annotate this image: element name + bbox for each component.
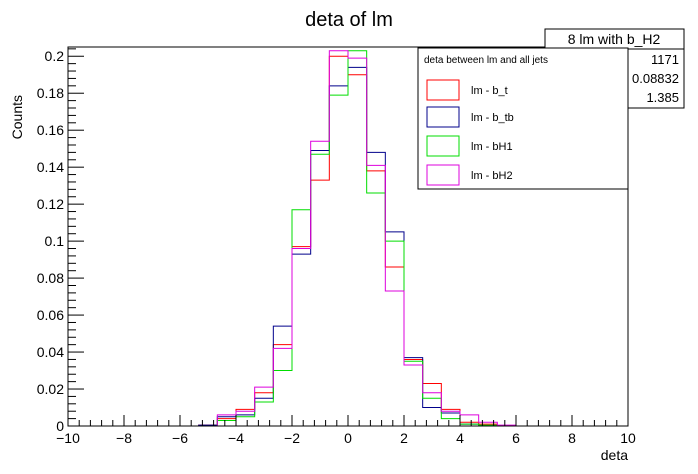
x-tick-label: −2 [284, 430, 300, 446]
y-tick-label: 0 [56, 418, 64, 434]
legend-swatch-2 [426, 106, 460, 128]
stats-mean-value: 0.08832 [632, 71, 679, 86]
y-axis-label: Counts [9, 95, 25, 139]
stats-stddev-value: 1.385 [646, 90, 679, 105]
x-axis: −10 −8 −6 −4 −2 0 2 4 6 8 10 [56, 415, 636, 446]
x-tick-label: −4 [228, 430, 244, 446]
x-tick-label: 6 [512, 430, 520, 446]
x-tick-label: 0 [344, 430, 352, 446]
y-tick-label: 0.18 [37, 85, 64, 101]
y-tick-label: 0.04 [37, 344, 64, 360]
x-tick-label: 10 [620, 430, 636, 446]
legend-header: deta between lm and all jets [424, 55, 548, 66]
legend-label-4: lm - bH2 [471, 170, 513, 182]
y-axis: 0 0.02 0.04 0.06 0.08 0.1 0.12 0.14 0.16 0.18 0.2 [37, 48, 84, 434]
y-tick-label: 0.1 [45, 233, 65, 249]
y-tick-label: 0.12 [37, 196, 64, 212]
x-tick-label: −6 [172, 430, 188, 446]
x-tick-label: 2 [400, 430, 408, 446]
x-tick-label: 8 [568, 430, 576, 446]
chart-title: deta of lm [305, 9, 393, 31]
legend-label-1: lm - b_t [471, 85, 508, 97]
y-tick-label: 0.02 [37, 381, 64, 397]
x-axis-label: deta [601, 447, 628, 463]
legend: deta between lm and all jets lm - b_tlm … [417, 47, 629, 190]
y-tick-label: 0.2 [45, 48, 65, 64]
x-tick-label: −10 [56, 430, 80, 446]
legend-label-3: lm - bH1 [471, 141, 513, 153]
legend-label-2: lm - b_tb [471, 112, 514, 124]
y-tick-label: 0.16 [37, 122, 64, 138]
stats-box-title: 8 lm with b_H2 [568, 31, 661, 47]
stats-entries-value: 1171 [651, 52, 679, 67]
y-tick-label: 0.08 [37, 270, 64, 286]
legend-swatch-3 [426, 135, 460, 157]
legend-swatch-1 [426, 79, 460, 101]
y-tick-label: 0.14 [37, 159, 64, 175]
x-tick-label: −8 [116, 430, 132, 446]
y-tick-label: 0.06 [37, 307, 64, 323]
legend-swatch-4 [426, 164, 460, 186]
x-tick-label: 4 [456, 430, 464, 446]
